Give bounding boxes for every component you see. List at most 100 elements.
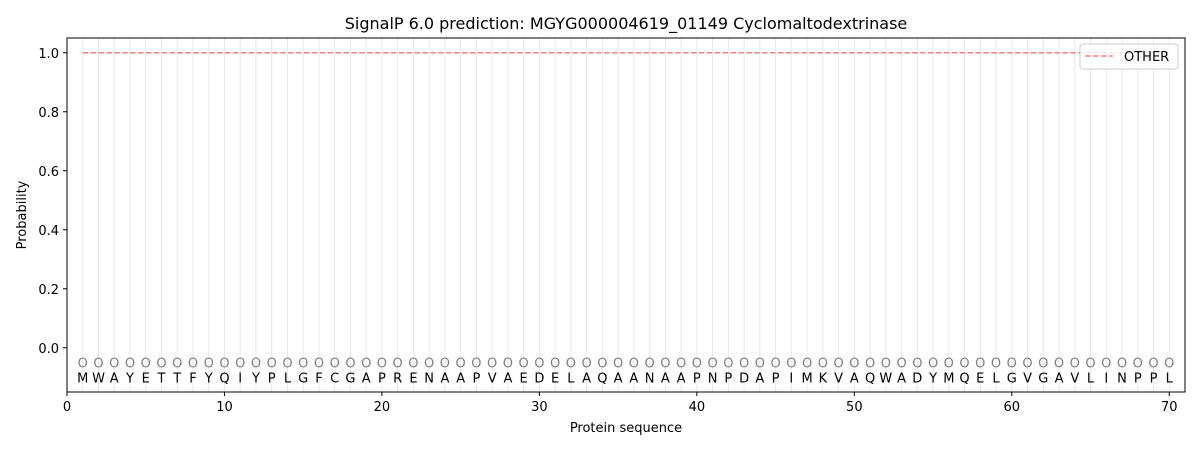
y-axis-label: Probability: [15, 180, 30, 249]
residue-label: P: [472, 371, 480, 386]
legend: OTHER: [1079, 43, 1179, 70]
residue-label: L: [992, 371, 1000, 386]
residue-label: P: [693, 371, 701, 386]
residue-label: G: [345, 371, 355, 386]
residue-label: L: [1166, 371, 1174, 386]
residue-label: N: [1117, 371, 1127, 386]
region-label: O: [833, 357, 843, 372]
region-label: O: [471, 357, 481, 372]
residue-label: Q: [865, 371, 875, 386]
region-label: O: [1133, 357, 1143, 372]
residue-label: A: [440, 371, 449, 386]
residue-label: I: [1104, 371, 1108, 386]
region-label: O: [267, 357, 277, 372]
region-label: O: [1164, 357, 1174, 372]
residue-label: K: [819, 371, 828, 386]
region-label: O: [613, 357, 623, 372]
residue-label: V: [488, 371, 497, 386]
region-label: O: [503, 357, 513, 372]
region-label: O: [141, 357, 151, 372]
region-label: O: [991, 357, 1001, 372]
region-label: O: [770, 357, 780, 372]
region-label: O: [440, 357, 450, 372]
residue-label: C: [330, 371, 339, 386]
residue-label: A: [582, 371, 591, 386]
residue-label: N: [645, 371, 655, 386]
residue-label: A: [755, 371, 764, 386]
region-label: O: [582, 357, 592, 372]
region-label: O: [282, 357, 292, 372]
x-tick-label: 50: [846, 400, 863, 415]
region-label: O: [818, 357, 828, 372]
legend-box: [1079, 43, 1179, 70]
region-label: O: [424, 357, 434, 372]
x-tick-label: 30: [531, 400, 548, 415]
region-label: O: [534, 357, 544, 372]
residue-label: V: [834, 371, 843, 386]
residue-label: L: [1087, 371, 1095, 386]
residue-label: T: [172, 371, 181, 386]
residue-label: R: [393, 371, 402, 386]
residue-label: V: [1023, 371, 1032, 386]
region-label: O: [408, 357, 418, 372]
region-label: O: [487, 357, 497, 372]
region-label: O: [377, 357, 387, 372]
region-label: O: [109, 357, 119, 372]
region-label: O: [928, 357, 938, 372]
region-label: O: [597, 357, 607, 372]
region-label: O: [660, 357, 670, 372]
region-label: O: [1022, 357, 1032, 372]
y-tick-label: 0.0: [38, 342, 59, 357]
residue-label: P: [378, 371, 386, 386]
residue-label: D: [739, 371, 749, 386]
region-label: O: [456, 357, 466, 372]
residue-label: G: [1038, 371, 1048, 386]
region-label: O: [235, 357, 245, 372]
residue-label: E: [551, 371, 559, 386]
y-tick-label: 1.0: [38, 47, 59, 62]
residue-label: A: [503, 371, 512, 386]
region-label: O: [849, 357, 859, 372]
residue-label: A: [456, 371, 465, 386]
residue-label: Y: [125, 371, 134, 386]
region-label: O: [1085, 357, 1095, 372]
legend-label-other: OTHER: [1124, 50, 1169, 65]
region-label: O: [93, 357, 103, 372]
region-label: O: [1007, 357, 1017, 372]
region-label: O: [550, 357, 560, 372]
residue-label: A: [661, 371, 670, 386]
region-label: O: [959, 357, 969, 372]
y-tick-label: 0.4: [38, 224, 59, 239]
residue-label: W: [879, 371, 892, 386]
residue-label: E: [520, 371, 528, 386]
residue-label: Y: [251, 371, 260, 386]
region-label: O: [125, 357, 135, 372]
y-tick-label: 0.2: [38, 283, 59, 298]
region-label: O: [1101, 357, 1111, 372]
residue-label: P: [724, 371, 732, 386]
region-label: O: [692, 357, 702, 372]
residue-label: D: [534, 371, 544, 386]
residue-label: E: [976, 371, 984, 386]
region-label: O: [912, 357, 922, 372]
residue-label: Y: [204, 371, 213, 386]
region-label: O: [676, 357, 686, 372]
region-label: O: [1070, 357, 1080, 372]
x-axis: 0 10 20 30 40 50 60 70: [63, 392, 1178, 415]
residue-label: M: [801, 371, 812, 386]
residue-label: Q: [959, 371, 969, 386]
residue-label: A: [362, 371, 371, 386]
region-label: O: [629, 357, 639, 372]
region-label: O: [519, 357, 529, 372]
region-label: O: [78, 357, 88, 372]
residue-label: D: [912, 371, 922, 386]
residue-label: V: [1070, 371, 1079, 386]
region-label: O: [802, 357, 812, 372]
region-label: O: [330, 357, 340, 372]
residue-label: M: [943, 371, 954, 386]
region-label: O: [298, 357, 308, 372]
residue-label: G: [1007, 371, 1017, 386]
residue-label: T: [157, 371, 166, 386]
x-tick-label: 70: [1161, 400, 1178, 415]
